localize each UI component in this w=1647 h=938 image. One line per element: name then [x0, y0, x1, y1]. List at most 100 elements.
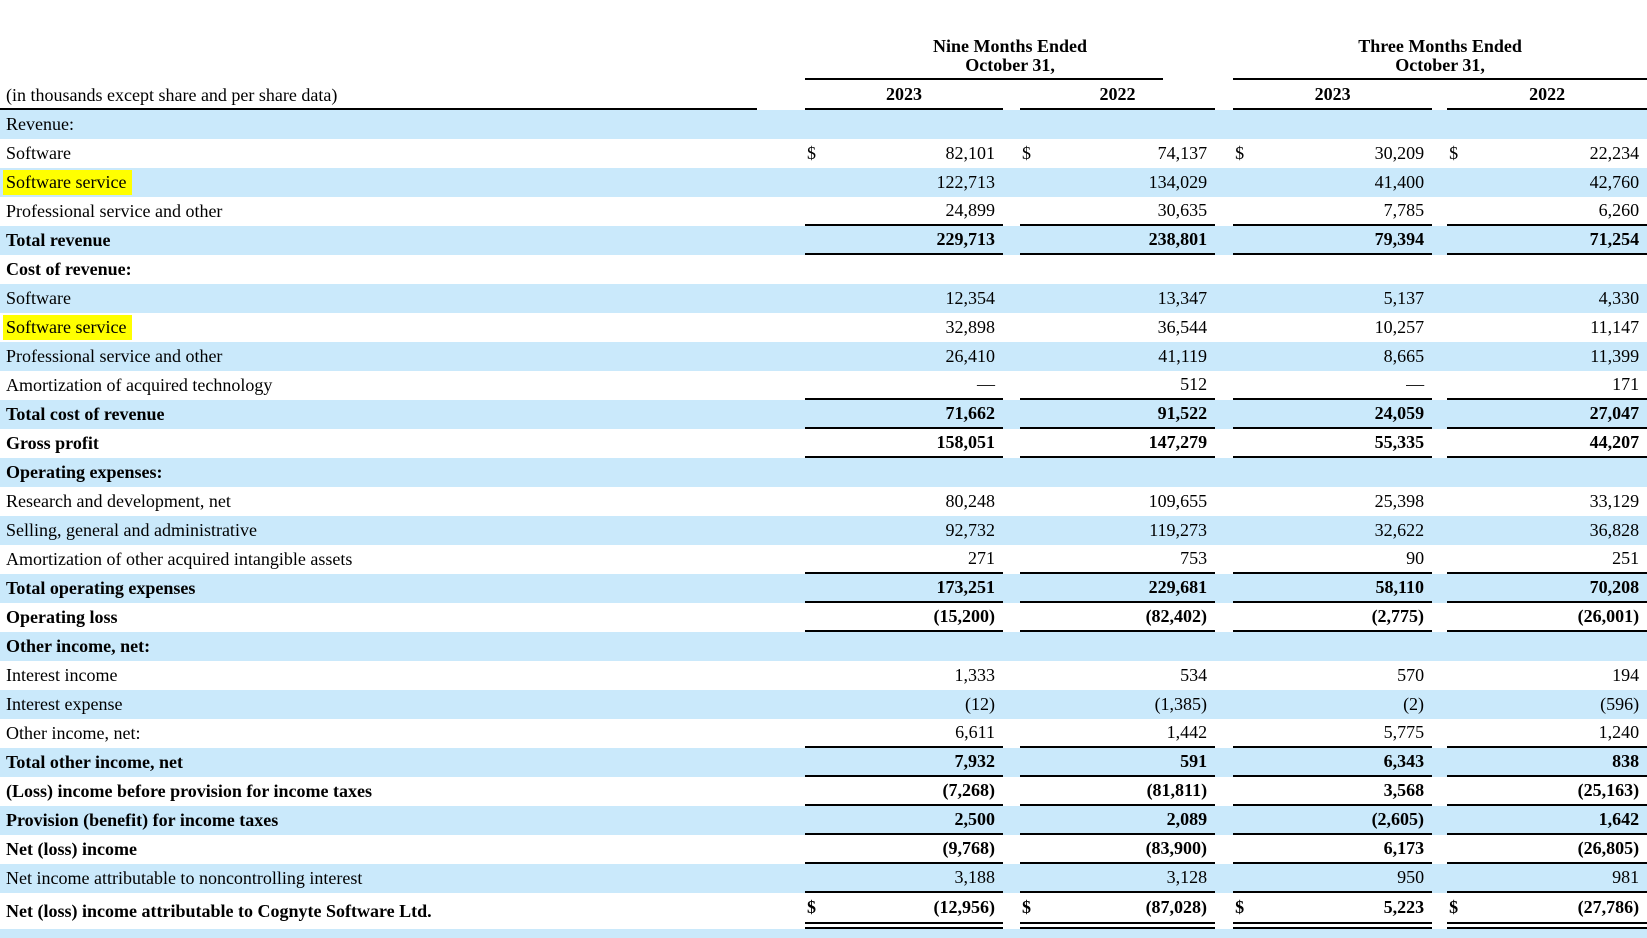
- value-cell: 7,932: [829, 748, 1003, 777]
- value-cell: [1471, 632, 1647, 661]
- value-cell: 238,801: [1044, 226, 1216, 255]
- row-label: Revenue:: [0, 110, 757, 139]
- value-cell: (7,268): [829, 777, 1003, 806]
- gap-cell: [1432, 835, 1447, 864]
- currency-cell: [805, 777, 829, 806]
- col-group-title-line2: October 31,: [1395, 55, 1485, 75]
- value-cell: 44,207: [1471, 429, 1647, 458]
- value-cell: [829, 255, 1003, 284]
- row-label: Software: [0, 284, 757, 313]
- gap-cell: [1215, 139, 1233, 168]
- currency-cell: [1020, 168, 1044, 197]
- value-cell: 119,273: [1044, 516, 1216, 545]
- gap-cell: [1215, 197, 1233, 226]
- currency-cell: [1020, 342, 1044, 371]
- gap-cell: [1432, 313, 1447, 342]
- gap-cell: [1432, 864, 1448, 893]
- gap-cell: [757, 110, 805, 139]
- gap-cell: [1215, 255, 1233, 284]
- value-cell: (81,811): [1044, 777, 1216, 806]
- value-cell: 3,128: [1044, 864, 1216, 893]
- currency-cell: [1447, 661, 1471, 690]
- currency-cell: [1447, 429, 1472, 458]
- gap-cell: [1432, 806, 1448, 835]
- row-label: Net (loss) income attributable to Cognyt…: [6, 900, 432, 921]
- value-cell: 109,655: [1148, 491, 1208, 511]
- currency-cell: [1233, 748, 1258, 777]
- currency-cell: $: [1447, 893, 1472, 929]
- spacer-cell: [757, 80, 805, 110]
- gap-cell: [757, 690, 805, 719]
- gap-cell: [1215, 748, 1234, 777]
- value-cell: 80,248: [945, 491, 996, 511]
- currency-cell: [805, 371, 829, 400]
- value-cell: 91,522: [1044, 400, 1216, 429]
- value-cell: (27,786): [1471, 893, 1647, 929]
- currency-cell: [1233, 806, 1258, 835]
- gap-cell: [1003, 429, 1020, 458]
- value-cell: 27,047: [1471, 400, 1647, 429]
- gap-cell: [1215, 371, 1233, 400]
- value-cell: [1044, 255, 1215, 284]
- gap-cell: [1215, 545, 1233, 574]
- row-label: Software: [6, 143, 71, 163]
- currency-cell: $: [1020, 893, 1044, 929]
- table-row: Provision (benefit) for income taxes 2,50…: [0, 806, 1647, 835]
- gap-cell: [1432, 284, 1448, 313]
- value-cell: 36,828: [1471, 516, 1647, 545]
- table-row: Professional service and other 24,899 30,6…: [0, 197, 1647, 226]
- gap-cell: [1215, 458, 1234, 487]
- table-row: (Loss) income before provision for incom…: [0, 777, 1647, 806]
- currency-cell: [1020, 400, 1044, 429]
- value-cell: 1,642: [1471, 806, 1647, 835]
- row-label: Interest income: [6, 665, 118, 685]
- value-cell: 981: [1471, 864, 1647, 893]
- currency-cell: [1233, 603, 1258, 632]
- row-label: Amortization of other acquired intangibl…: [6, 549, 353, 569]
- row-label: Other income, net:: [6, 723, 141, 743]
- gap-cell: [757, 458, 805, 487]
- table-row: Operating loss (15,200) (82,402) (2,775) (26…: [0, 603, 1647, 632]
- year-header: 2022: [1020, 80, 1216, 110]
- currency-cell: [1233, 864, 1258, 893]
- currency-cell: [1447, 110, 1472, 139]
- gap-cell: [757, 806, 805, 835]
- currency-cell: [1020, 777, 1044, 806]
- spacer-cell: [1432, 80, 1447, 110]
- gap-cell: [1215, 284, 1234, 313]
- currency-cell: [1233, 632, 1258, 661]
- gap-cell: [757, 429, 805, 458]
- currency-cell: [805, 110, 829, 139]
- gap-cell: [757, 139, 805, 168]
- gap-cell: [1215, 429, 1233, 458]
- gap-cell: [1215, 661, 1233, 690]
- row-label: Total cost of revenue: [0, 400, 757, 429]
- gap-cell: [1215, 893, 1233, 929]
- column-group-header-row: Nine Months Ended October 31, Three Mont…: [0, 0, 1647, 80]
- table-row: Net income attributable to noncontrollin…: [0, 864, 1647, 893]
- currency-cell: [1447, 400, 1472, 429]
- value-cell: 13,347: [1044, 284, 1216, 313]
- gap-cell: [1003, 197, 1020, 226]
- group-underline: [1233, 77, 1647, 80]
- value-cell: [1471, 110, 1647, 139]
- value-cell: 950: [1257, 864, 1433, 893]
- table-row: Net (loss) income (9,768) (83,900) 6,173 (26…: [0, 835, 1647, 864]
- gap-cell: [1003, 864, 1020, 893]
- gap-cell: [1432, 719, 1447, 748]
- currency-cell: [805, 661, 829, 690]
- value-cell: (26,001): [1471, 603, 1647, 632]
- gap-cell: [1432, 603, 1447, 632]
- currency-cell: [1447, 371, 1472, 400]
- highlighted-text: Software service: [3, 315, 133, 340]
- value-cell: 271: [829, 545, 1003, 574]
- currency-cell: [805, 835, 829, 864]
- value-cell: [1257, 110, 1433, 139]
- value-cell: 591: [1044, 748, 1216, 777]
- row-label: Amortization of acquired technology: [6, 375, 273, 395]
- currency-cell: [1447, 313, 1471, 342]
- gap-cell: [1432, 255, 1447, 284]
- table-row: Total revenue 229,713 238,801 79,394 71,254: [0, 226, 1647, 255]
- table-row: Interest expense (12) (1,385) (2) (596): [0, 690, 1647, 719]
- gap-cell: [757, 632, 805, 661]
